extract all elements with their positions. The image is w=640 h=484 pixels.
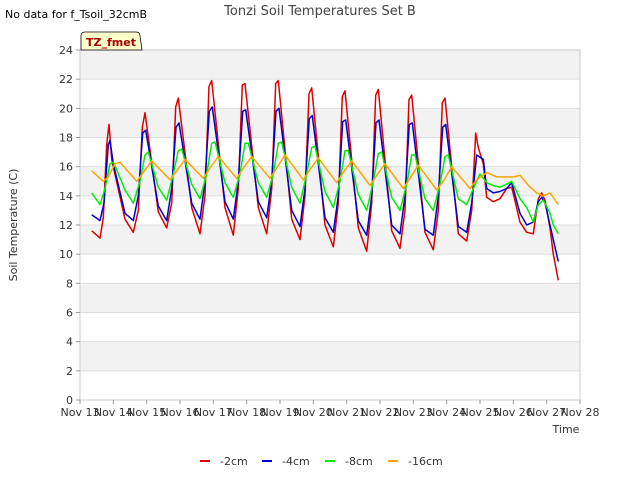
x-tick-label: Nov 14 — [94, 406, 133, 419]
x-tick-label: Nov 19 — [261, 406, 300, 419]
gridlines — [80, 49, 580, 401]
legend-label: -2cm — [220, 455, 248, 468]
y-tick-label: 8 — [66, 277, 73, 290]
background-band — [80, 108, 580, 138]
series-layer — [91, 79, 560, 281]
background-band — [80, 283, 580, 313]
x-tick-label: Nov 22 — [361, 406, 400, 419]
series-line-8cm — [91, 141, 559, 235]
legend-label: -4cm — [282, 455, 310, 468]
x-tick-label: Nov 24 — [427, 406, 466, 419]
x-tick-label: Nov 20 — [294, 406, 333, 419]
series-line-4cm — [91, 106, 560, 262]
badge-label: TZ_fmet — [86, 36, 136, 49]
y-tick-label: 6 — [66, 307, 73, 320]
x-tick-label: Nov 23 — [394, 406, 433, 419]
y-tick-label: 4 — [66, 336, 73, 349]
background-band — [80, 137, 580, 167]
background-band — [80, 370, 580, 400]
background-band — [80, 50, 580, 80]
y-tick-label: 2 — [66, 365, 73, 378]
x-tick-label: Nov 28 — [561, 406, 600, 419]
background-band — [80, 341, 580, 371]
x-tick-label: Nov 27 — [527, 406, 566, 419]
no-data-note: No data for f_Tsoil_32cmB — [5, 8, 147, 21]
chart-title: Tonzi Soil Temperatures Set B — [223, 4, 416, 19]
series-line-16cm — [91, 154, 559, 206]
y-tick-label: 20 — [59, 102, 73, 115]
legend-label: -16cm — [408, 455, 443, 468]
x-axis-label: Time — [552, 423, 580, 436]
background-band — [80, 312, 580, 342]
plot-background-bands — [80, 50, 580, 400]
y-tick-label: 24 — [59, 44, 73, 57]
series-line-2cm — [91, 79, 560, 281]
y-tick-label: 18 — [59, 132, 73, 145]
y-tick-label: 14 — [59, 190, 73, 203]
x-tick-label: Nov 26 — [494, 406, 533, 419]
x-tick-label: Nov 18 — [227, 406, 266, 419]
legend-label: -8cm — [345, 455, 373, 468]
y-tick-label: 22 — [59, 73, 73, 86]
background-band — [80, 254, 580, 284]
x-tick-label: Nov 21 — [327, 406, 366, 419]
background-band — [80, 166, 580, 196]
x-tick-label: Nov 13 — [61, 406, 100, 419]
y-tick-label: 16 — [59, 161, 73, 174]
background-band — [80, 79, 580, 109]
y-tick-label: 0 — [66, 394, 73, 407]
y-tick-label: 12 — [59, 219, 73, 232]
x-tick-label: Nov 25 — [461, 406, 500, 419]
y-axis-label: Soil Temperature (C) — [7, 169, 20, 282]
badge-box — [80, 31, 143, 51]
x-tick-label: Nov 16 — [161, 406, 200, 419]
tz-fmet-badge: TZ_fmet — [80, 31, 143, 51]
x-tick-label: Nov 17 — [194, 406, 233, 419]
legend: -2cm -4cm -8cm -16cm — [200, 455, 443, 468]
x-tick-label: Nov 15 — [127, 406, 166, 419]
y-tick-label: 10 — [59, 248, 73, 261]
